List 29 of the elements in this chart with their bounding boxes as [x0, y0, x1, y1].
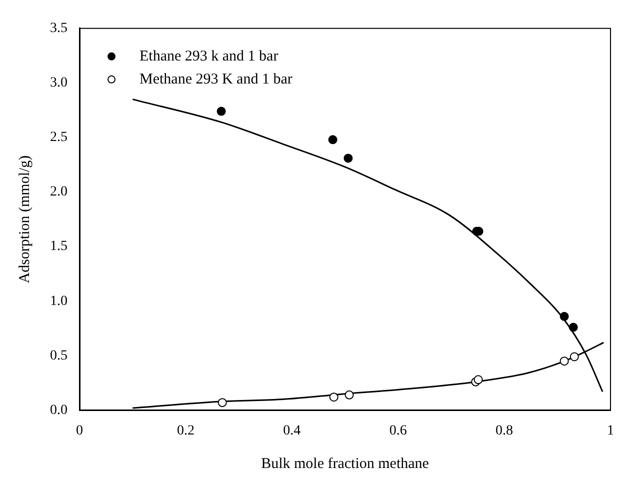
x-tick-label: 1: [607, 423, 614, 438]
legend-label: Ethane 293 k and 1 bar: [140, 48, 278, 64]
x-tick-label: 0.4: [283, 423, 301, 438]
y-axis-title: Adsorption (mmol/g): [16, 155, 33, 284]
y-tick-label: 0.0: [50, 402, 68, 418]
y-tick-label: 1.5: [50, 239, 68, 254]
point: [218, 398, 227, 408]
legend-label: Methane 293 K and 1 bar: [140, 71, 292, 88]
y-tick-label: 3.5: [50, 21, 68, 36]
y-tick-label: 2.5: [50, 130, 68, 146]
point: [560, 356, 569, 366]
point: [560, 312, 569, 321]
y-tick-label: 2.0: [50, 184, 68, 200]
x-tick-label: 0.6: [389, 423, 407, 438]
point: [568, 322, 578, 332]
point: [344, 390, 354, 400]
point: [329, 392, 338, 402]
x-tick-label: 0: [76, 423, 83, 438]
y-tick-label: 1.0: [50, 294, 68, 309]
point: [328, 135, 338, 144]
y-tick-label: 0.5: [50, 348, 68, 364]
point: [570, 352, 579, 362]
y-tick-label: 3.0: [50, 76, 68, 91]
x-axis-title: Bulk mole fraction methane: [261, 456, 430, 472]
point: [474, 375, 483, 384]
x-tick-label: 0.8: [496, 423, 514, 438]
point: [216, 106, 226, 116]
point: [344, 154, 353, 163]
x-tick-label: 0.2: [176, 423, 194, 438]
